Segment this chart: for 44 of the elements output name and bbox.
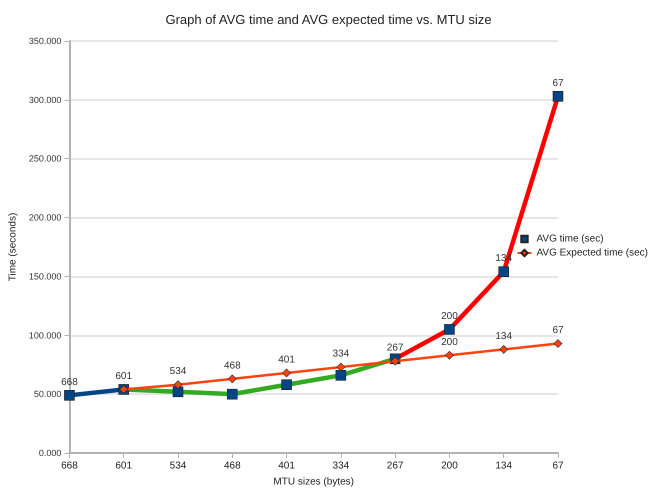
x-tick-label: 534 [170,460,187,472]
point [228,374,237,384]
x-tick-label: 200 [441,460,458,472]
annotation: 601 [115,370,132,382]
x-tick-label: 67 [552,460,564,472]
x-tick-label: 334 [332,460,350,472]
y-tick-label: 50.000 [34,389,62,400]
annotation: 67 [552,78,564,89]
y-axis-title: Time (seconds) [8,212,18,282]
annotation: 468 [224,360,242,372]
legend-label: AVG time (sec) [536,234,604,244]
annotation: 668 [61,376,78,388]
annotation: 401 [278,354,296,366]
point [64,390,75,401]
x-axis-title: MTU sizes (bytes) [273,476,354,488]
annotation: 200 [441,336,458,348]
y-tick-label: 0.000 [38,448,62,458]
chart-title: Graph of AVG time and AVG expected time vs. MTU size [165,12,492,27]
annotation: 200 [441,310,458,322]
annotation: 534 [170,366,187,378]
annotation: 67 [552,325,564,336]
point [554,339,562,348]
y-tick-label: 250.000 [28,154,62,164]
y-tick-label: 300.000 [28,94,62,105]
annotation: 134 [495,330,512,342]
point [445,350,454,360]
annotation: 334 [332,348,350,360]
legend-label: AVG Expected time (sec) [536,248,648,258]
x-tick-label: 401 [278,460,296,472]
point [499,345,508,354]
point [390,356,400,366]
point [174,380,182,390]
x-tick-label: 134 [495,460,512,472]
x-tick-label: 668 [61,460,78,472]
y-tick-label: 350.000 [28,36,62,46]
x-tick-label: 468 [224,460,242,472]
x-tick-label: 267 [386,460,404,472]
point [336,362,346,372]
annotation: 267 [386,342,404,354]
point [282,368,291,378]
x-tick-label: 601 [115,460,132,472]
y-tick-label: 200.000 [28,212,62,223]
y-tick-label: 100.000 [28,330,62,340]
y-tick-label: 150.000 [28,271,62,282]
